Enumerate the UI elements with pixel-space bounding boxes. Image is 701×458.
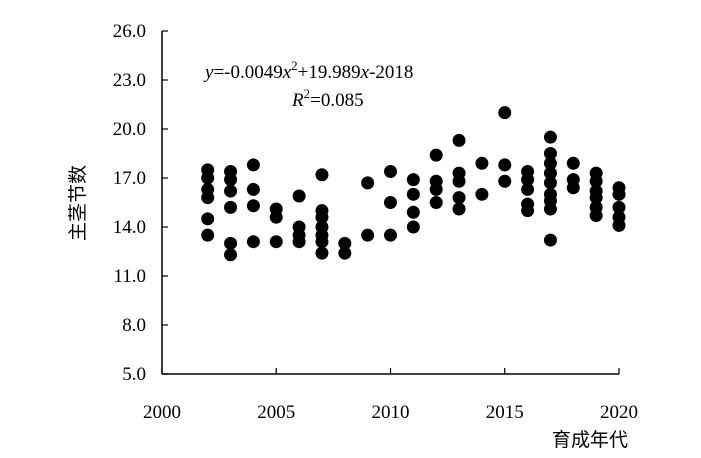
y-tick-label: 26.0 bbox=[113, 21, 146, 42]
data-point bbox=[269, 210, 283, 224]
data-point bbox=[246, 235, 260, 249]
data-point bbox=[292, 235, 306, 249]
data-point bbox=[589, 191, 603, 205]
x-tick-label: 2020 bbox=[600, 402, 638, 423]
y-tick-label: 17.0 bbox=[113, 168, 146, 189]
data-point bbox=[475, 187, 489, 201]
data-point bbox=[589, 174, 603, 188]
data-point bbox=[589, 209, 603, 223]
data-point bbox=[543, 202, 557, 216]
data-point bbox=[543, 130, 557, 144]
y-tick-label: 11.0 bbox=[113, 266, 146, 287]
data-point bbox=[384, 164, 397, 178]
data-point bbox=[543, 147, 557, 160]
data-point bbox=[384, 196, 397, 209]
data-point bbox=[566, 156, 580, 170]
data-point bbox=[543, 166, 557, 180]
data-point bbox=[498, 158, 512, 172]
x-axis-ticks: 2000 2005 2010 2015 2020 bbox=[143, 368, 638, 423]
data-point bbox=[384, 228, 397, 242]
x-tick-label: 2015 bbox=[486, 402, 524, 423]
y-tick-label: 14.0 bbox=[113, 217, 146, 238]
data-point bbox=[315, 210, 329, 224]
data-points bbox=[201, 106, 626, 262]
y-tick-label: 20.0 bbox=[113, 119, 146, 140]
data-point bbox=[269, 235, 283, 249]
data-point bbox=[246, 199, 260, 213]
data-point bbox=[315, 246, 329, 260]
y-axis-title: 主茎节数 bbox=[67, 165, 89, 241]
data-point bbox=[452, 174, 466, 188]
data-point bbox=[543, 156, 557, 170]
data-point bbox=[521, 182, 535, 196]
x-tick-label: 2000 bbox=[143, 402, 181, 423]
data-point bbox=[406, 205, 420, 219]
data-point bbox=[292, 189, 306, 203]
data-point bbox=[201, 212, 215, 226]
data-point bbox=[566, 181, 580, 195]
data-point bbox=[224, 236, 238, 250]
x-tick-label: 2005 bbox=[257, 402, 295, 423]
data-point bbox=[246, 158, 260, 172]
data-point bbox=[338, 236, 352, 250]
x-tick-label: 2010 bbox=[372, 402, 410, 423]
data-point bbox=[315, 168, 329, 182]
trendline-equation: y=-0.0049x2+19.989x-2018 bbox=[203, 58, 413, 83]
data-point bbox=[452, 202, 466, 216]
data-point bbox=[498, 106, 512, 120]
data-point bbox=[612, 200, 626, 214]
data-point bbox=[224, 200, 238, 214]
data-point bbox=[246, 182, 260, 196]
data-point bbox=[543, 233, 557, 247]
y-tick-label: 5.0 bbox=[122, 364, 146, 385]
y-axis-ticks: 5.0 8.0 11.0 14.0 17.0 20.0 23.0 26.0 bbox=[113, 21, 168, 385]
data-point bbox=[361, 228, 375, 242]
data-point bbox=[498, 174, 512, 188]
data-point bbox=[612, 218, 626, 232]
data-point bbox=[521, 204, 535, 218]
data-point bbox=[338, 246, 352, 260]
data-point bbox=[521, 173, 535, 187]
data-point bbox=[315, 235, 329, 249]
y-tick-label: 23.0 bbox=[113, 70, 146, 91]
data-point bbox=[429, 148, 443, 162]
data-point bbox=[406, 220, 420, 234]
data-point bbox=[406, 173, 420, 187]
data-point bbox=[543, 176, 557, 190]
data-point bbox=[201, 191, 215, 205]
data-point bbox=[406, 187, 420, 201]
data-point bbox=[224, 248, 238, 262]
data-point bbox=[201, 171, 215, 185]
data-point bbox=[429, 182, 443, 196]
data-point bbox=[429, 196, 443, 209]
data-point bbox=[201, 228, 215, 242]
data-point bbox=[224, 173, 238, 187]
y-tick-label: 8.0 bbox=[122, 315, 146, 336]
data-point bbox=[452, 133, 466, 147]
data-point bbox=[612, 187, 626, 201]
data-point bbox=[475, 156, 489, 170]
data-point bbox=[361, 176, 375, 190]
data-point bbox=[224, 184, 238, 198]
x-axis-title: 育成年代 bbox=[552, 429, 628, 451]
r-squared-label: R2=0.085 bbox=[291, 86, 364, 111]
data-point bbox=[452, 191, 466, 205]
